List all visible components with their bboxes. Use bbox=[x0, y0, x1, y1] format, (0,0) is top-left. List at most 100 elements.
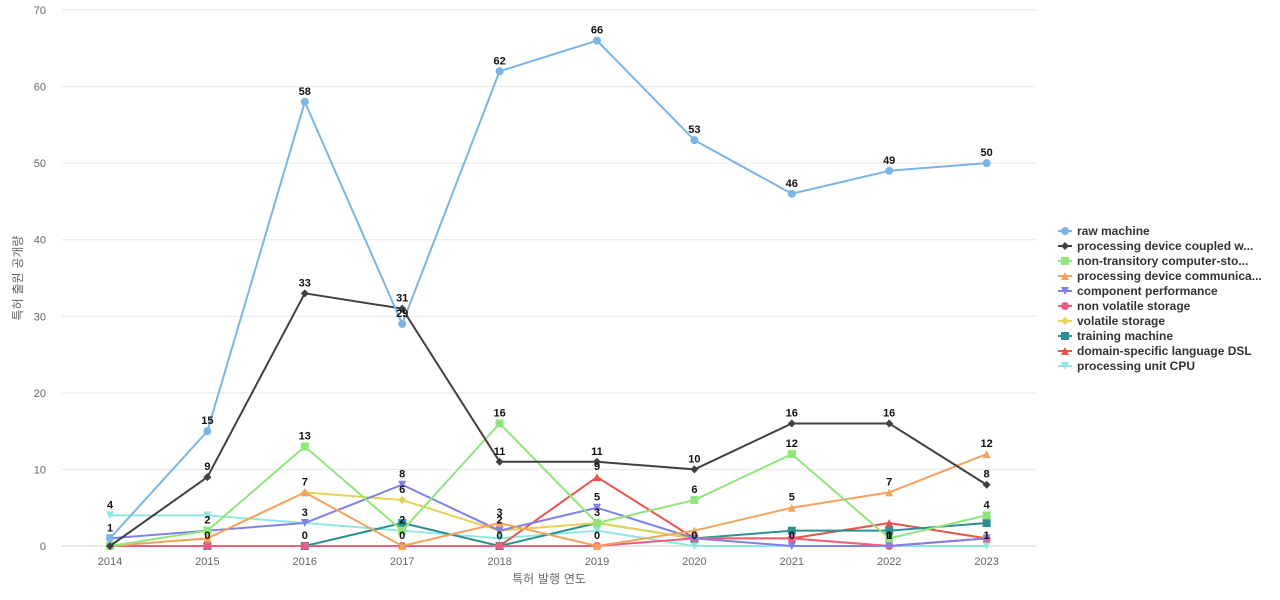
data-label: 33 bbox=[299, 277, 311, 289]
y-tick-label: 20 bbox=[34, 388, 46, 400]
data-point bbox=[690, 465, 699, 474]
data-point bbox=[690, 136, 699, 145]
data-point bbox=[885, 542, 894, 550]
data-point bbox=[787, 189, 796, 198]
data-point bbox=[300, 97, 309, 106]
data-label: 58 bbox=[299, 86, 311, 98]
data-label: 12 bbox=[786, 438, 798, 450]
data-label: 16 bbox=[786, 407, 798, 419]
data-label: 0 bbox=[789, 530, 795, 542]
data-label: 3 bbox=[497, 507, 503, 519]
data-label: 16 bbox=[493, 407, 505, 419]
data-label: 0 bbox=[594, 530, 600, 542]
y-tick-label: 0 bbox=[40, 541, 46, 553]
data-label: 9 bbox=[204, 461, 210, 473]
legend-item[interactable]: processing device communica... bbox=[1058, 269, 1262, 283]
data-point bbox=[398, 519, 407, 528]
data-point bbox=[398, 480, 407, 489]
series-line bbox=[109, 453, 987, 547]
data-label: 11 bbox=[591, 446, 603, 458]
data-point bbox=[398, 319, 407, 328]
data-label: 7 bbox=[886, 476, 892, 488]
data-point bbox=[787, 450, 796, 459]
data-label: 16 bbox=[883, 407, 895, 419]
data-label: 0 bbox=[204, 530, 210, 542]
legend-label: non-transitory computer-sto... bbox=[1077, 254, 1248, 268]
data-label: 4 bbox=[107, 499, 114, 511]
series-lines bbox=[106, 36, 991, 550]
y-tick-label: 50 bbox=[34, 158, 46, 170]
data-label: 2 bbox=[204, 515, 210, 527]
data-point bbox=[787, 534, 796, 543]
legend-marker bbox=[1061, 317, 1069, 325]
data-point bbox=[495, 519, 504, 528]
data-label: 1 bbox=[984, 530, 990, 542]
legend-item[interactable]: processing device coupled w... bbox=[1058, 239, 1253, 253]
data-label: 2 bbox=[399, 515, 405, 527]
data-point bbox=[690, 526, 699, 535]
data-point bbox=[398, 304, 407, 313]
data-label: 0 bbox=[399, 530, 405, 542]
y-tick-label: 30 bbox=[34, 311, 46, 323]
legend-item[interactable]: volatile storage bbox=[1058, 314, 1165, 328]
data-point bbox=[787, 542, 796, 550]
series-line bbox=[110, 476, 987, 547]
legend-label: training machine bbox=[1077, 329, 1173, 343]
data-point bbox=[982, 480, 991, 489]
x-tick-label: 2023 bbox=[974, 556, 998, 568]
data-point bbox=[203, 534, 212, 543]
y-tick-label: 70 bbox=[34, 5, 46, 17]
series-line bbox=[109, 422, 987, 547]
legend-item[interactable]: raw machine bbox=[1058, 224, 1150, 238]
legend-marker bbox=[1061, 257, 1069, 265]
data-point bbox=[495, 526, 504, 535]
x-tick-label: 2018 bbox=[487, 556, 511, 568]
data-point bbox=[885, 519, 894, 528]
data-point bbox=[593, 36, 601, 45]
data-label: 10 bbox=[688, 453, 700, 465]
data-point bbox=[885, 419, 894, 428]
data-point bbox=[982, 159, 991, 168]
data-point bbox=[300, 488, 309, 497]
legend-item[interactable]: domain-specific language DSL bbox=[1058, 344, 1252, 358]
data-label: 66 bbox=[591, 25, 603, 37]
series-1 bbox=[106, 289, 991, 550]
x-tick-label: 2020 bbox=[682, 556, 706, 568]
legend-item[interactable]: processing unit CPU bbox=[1058, 359, 1195, 373]
data-point bbox=[398, 542, 407, 550]
legend-label: raw machine bbox=[1077, 224, 1150, 238]
data-label: 12 bbox=[980, 438, 992, 450]
data-point bbox=[690, 496, 699, 505]
data-point bbox=[495, 419, 504, 428]
y-axis-title: 특허 출원 공개량 bbox=[11, 236, 25, 321]
grid-lines bbox=[62, 9, 1036, 547]
data-point bbox=[982, 511, 991, 520]
legend-marker bbox=[1061, 332, 1069, 340]
data-label: 9 bbox=[594, 461, 600, 473]
data-point bbox=[300, 542, 309, 550]
x-tick-label: 2022 bbox=[877, 556, 901, 568]
legend-label: processing device communica... bbox=[1077, 269, 1262, 283]
data-point bbox=[398, 496, 407, 505]
data-label: 11 bbox=[494, 446, 506, 458]
legend-item[interactable]: non-transitory computer-sto... bbox=[1058, 254, 1248, 268]
series-0 bbox=[106, 36, 991, 543]
data-point bbox=[593, 526, 601, 535]
legend-item[interactable]: component performance bbox=[1058, 284, 1218, 298]
data-point bbox=[203, 542, 212, 550]
data-point bbox=[690, 542, 699, 550]
data-point bbox=[982, 542, 991, 550]
legend-item[interactable]: non volatile storage bbox=[1058, 299, 1191, 313]
legend-marker bbox=[1061, 362, 1069, 370]
legend-item[interactable]: training machine bbox=[1058, 329, 1173, 343]
series-line bbox=[110, 537, 987, 547]
data-point bbox=[593, 473, 601, 482]
data-point bbox=[495, 542, 504, 550]
data-point bbox=[106, 542, 114, 550]
data-point bbox=[203, 427, 212, 436]
data-label: 53 bbox=[688, 124, 700, 136]
data-point bbox=[495, 457, 504, 466]
